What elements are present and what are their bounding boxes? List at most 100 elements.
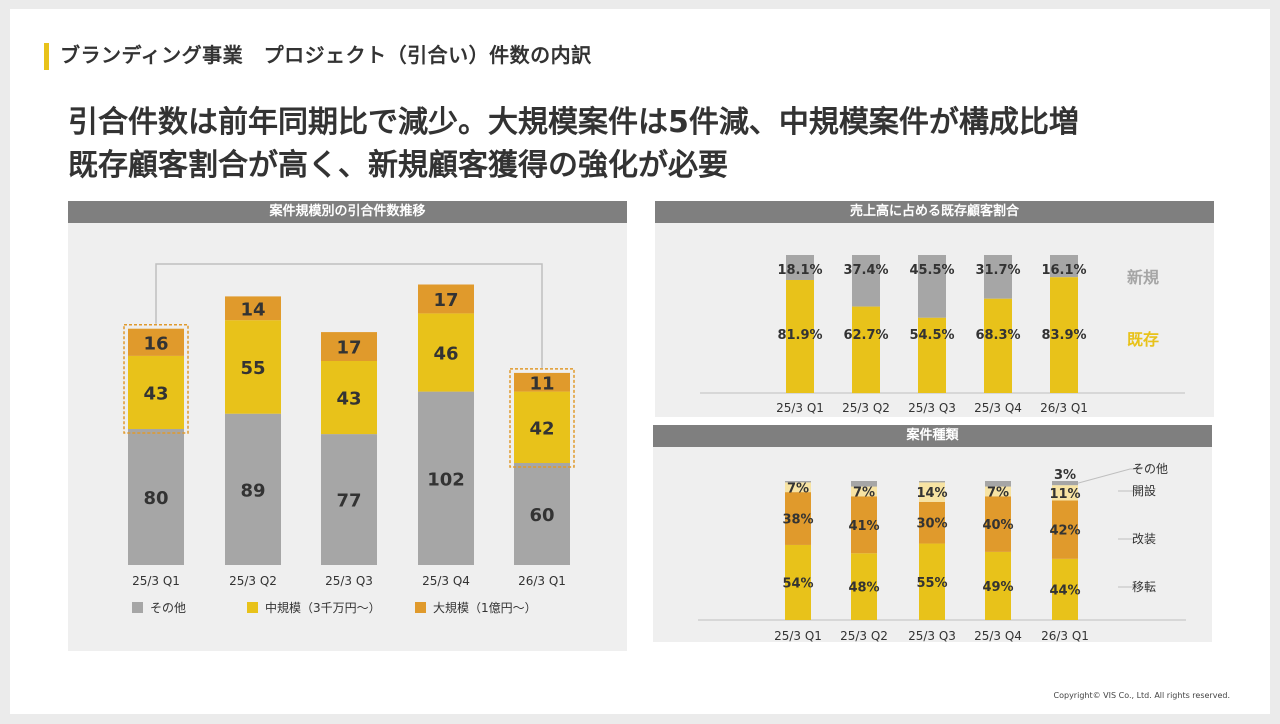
bar-renovation-1 <box>851 496 877 554</box>
label-new-2: 45.5% <box>909 263 954 278</box>
legend-swatch-0 <box>132 602 143 613</box>
x-tick-label-1: 25/3 Q2 <box>842 401 890 415</box>
legend-existing: 既存 <box>1127 330 1159 349</box>
bar-opening-4 <box>1052 485 1078 501</box>
bar-label-mid-4: 42 <box>529 418 554 439</box>
bar-large-1 <box>225 296 281 321</box>
headline-line-1: 引合件数は前年同期比で減少。大規模案件は5件減、中規模案件が構成比増 <box>68 105 1079 140</box>
bar-opening-1 <box>851 486 877 497</box>
bar-renovation-4 <box>1052 500 1078 559</box>
project-type-panel: 案件種類 54% 38% 7% 25/3 Q1 48% 41% 7% 25/3 Q2 55% 30… <box>653 425 1212 643</box>
bar-large-4 <box>514 372 570 392</box>
bar-label-large-1: 14 <box>240 299 265 320</box>
label-move-0: 54% <box>782 576 813 591</box>
bar-other-3 <box>985 481 1011 487</box>
x-tick-label-3: 25/3 Q4 <box>974 629 1022 643</box>
label-renovation-1: 41% <box>848 519 879 534</box>
label-existing-4: 83.9% <box>1041 328 1086 343</box>
bar-other-1 <box>851 481 877 487</box>
existing-customer-ratio-panel: 売上高に占める既存顧客割合 18.1% 81.9% 25/3 Q1 37.4% 62.7… <box>655 201 1214 417</box>
section-title: ブランディング事業 プロジェクト（引合い）件数の内訳 <box>60 43 592 67</box>
legend-label-2: 大規模（1億円～） <box>433 600 537 615</box>
label-renovation-2: 30% <box>916 517 947 532</box>
bar-label-large-2: 17 <box>336 338 361 359</box>
bar-move-1 <box>851 553 877 620</box>
legend-label-opening: 開設 <box>1132 483 1156 498</box>
x-tick-label-0: 25/3 Q1 <box>774 629 822 643</box>
bar-renovation-0 <box>785 492 811 545</box>
bar-other-2 <box>919 481 945 483</box>
existing-customer-ratio-chart-title: 売上高に占める既存顧客割合 <box>655 201 1214 223</box>
bar-move-0 <box>785 544 811 620</box>
bar-renovation-3 <box>985 496 1011 552</box>
project-type-chart: 54% 38% 7% 25/3 Q1 48% 41% 7% 25/3 Q2 55% 30% 14% 2… <box>698 462 1186 643</box>
bar-large-0 <box>128 328 184 356</box>
legend-label-move: 移転 <box>1132 580 1156 594</box>
bar-existing-3 <box>984 298 1012 393</box>
headline-line-2: 既存顧客割合が高く、新規顧客獲得の強化が必要 <box>68 148 728 183</box>
label-move-1: 48% <box>848 581 879 596</box>
x-tick-label-1: 25/3 Q2 <box>229 574 277 588</box>
bar-new-2 <box>918 255 946 318</box>
bar-label-large-3: 17 <box>433 290 458 311</box>
bar-other-0 <box>785 481 811 483</box>
legend-label-other: その他 <box>1132 462 1168 476</box>
bar-other-4 <box>514 463 570 565</box>
leader-line-other <box>1077 468 1142 484</box>
highlight-box-4 <box>509 368 575 468</box>
bar-move-2 <box>919 543 945 620</box>
bar-move-3 <box>985 551 1011 620</box>
bar-large-3 <box>418 284 474 314</box>
x-tick-label-2: 25/3 Q3 <box>908 629 956 643</box>
bar-label-mid-1: 55 <box>240 358 265 379</box>
bar-existing-2 <box>918 317 946 393</box>
bar-mid-0 <box>128 355 184 429</box>
bar-label-mid-3: 46 <box>433 344 458 365</box>
bar-new-0 <box>786 255 814 280</box>
bar-label-other-3: 102 <box>427 469 465 490</box>
legend-swatch-1 <box>247 602 258 613</box>
bar-label-large-4: 11 <box>529 373 554 394</box>
x-tick-label-2: 25/3 Q3 <box>908 401 956 415</box>
bar-other-1 <box>225 413 281 565</box>
headline: 引合件数は前年同期比で減少。大規模案件は5件減、中規模案件が構成比増 既存顧客割… <box>68 101 1258 187</box>
label-new-4: 16.1% <box>1041 263 1086 278</box>
bar-label-mid-2: 43 <box>336 389 361 410</box>
bar-new-3 <box>984 255 1012 299</box>
label-opening-4: 11% <box>1049 487 1080 502</box>
bar-existing-1 <box>852 306 880 394</box>
label-opening-3: 7% <box>987 485 1009 500</box>
x-tick-label-0: 25/3 Q1 <box>132 574 180 588</box>
legend-new: 新規 <box>1127 268 1159 287</box>
bar-existing-4 <box>1050 277 1078 393</box>
label-existing-3: 68.3% <box>975 328 1020 343</box>
legend-label-1: 中規模（3千万円～） <box>265 600 381 615</box>
label-existing-0: 81.9% <box>777 328 822 343</box>
label-opening-2: 14% <box>916 486 947 501</box>
x-tick-label-1: 25/3 Q2 <box>840 629 888 643</box>
bar-new-1 <box>852 255 880 307</box>
bar-mid-1 <box>225 320 281 414</box>
bar-label-other-4: 60 <box>529 505 554 526</box>
bar-opening-3 <box>985 486 1011 497</box>
x-tick-label-4: 26/3 Q1 <box>1041 629 1089 643</box>
x-tick-label-3: 25/3 Q4 <box>422 574 470 588</box>
bar-opening-0 <box>785 482 811 493</box>
slide: ブランディング事業 プロジェクト（引合い）件数の内訳 引合件数は前年同期比で減少… <box>10 9 1270 714</box>
bar-other-3 <box>418 391 474 565</box>
bar-label-other-2: 77 <box>336 491 361 512</box>
bar-mid-2 <box>321 361 377 435</box>
label-move-3: 49% <box>982 580 1013 595</box>
label-new-0: 18.1% <box>777 263 822 278</box>
bar-other-2 <box>321 434 377 565</box>
x-tick-label-4: 26/3 Q1 <box>518 574 566 588</box>
bar-move-4 <box>1052 558 1078 620</box>
label-renovation-3: 40% <box>982 518 1013 533</box>
bar-large-2 <box>321 332 377 361</box>
bar-label-other-1: 89 <box>240 480 265 501</box>
legend-label-renovation: 改装 <box>1132 532 1156 546</box>
bar-label-other-0: 80 <box>143 488 168 509</box>
label-opening-0: 7% <box>787 481 809 496</box>
label-new-1: 37.4% <box>843 263 888 278</box>
bar-label-large-0: 16 <box>143 333 168 354</box>
